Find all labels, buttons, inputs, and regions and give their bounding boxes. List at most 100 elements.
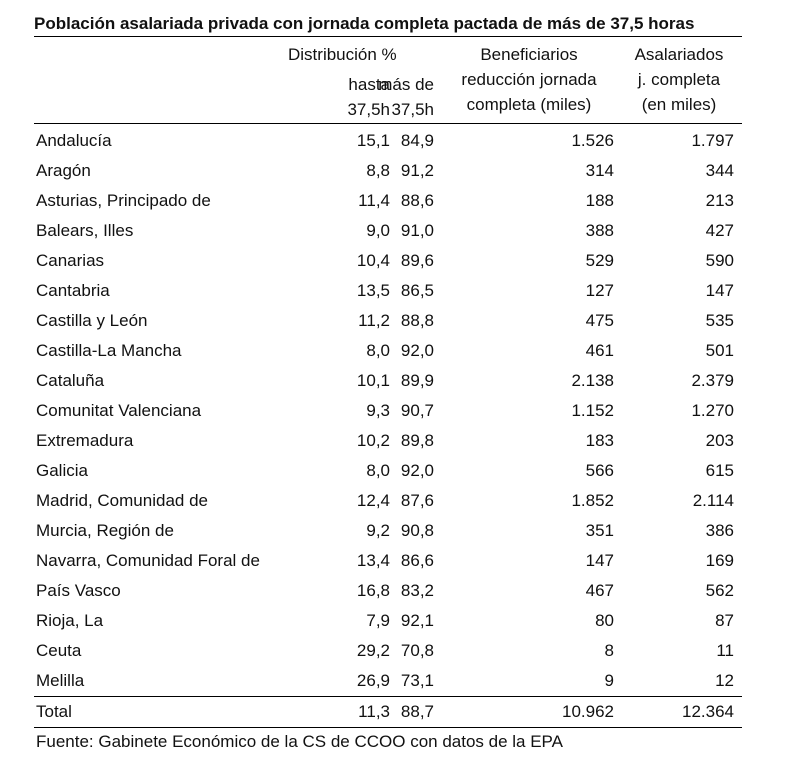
region-cell: País Vasco xyxy=(36,581,121,600)
table-row: Aragón 8,8 91,2 314 344 xyxy=(34,156,742,186)
mas-cell: 86,6 xyxy=(400,551,434,570)
region-cell: Castilla y León xyxy=(36,311,148,330)
beneficiarios-cell: 188 xyxy=(585,191,614,210)
mas-cell: 84,9 xyxy=(400,131,434,150)
mas-cell: 70,8 xyxy=(400,641,434,660)
asalariados-cell: 2.379 xyxy=(691,371,734,390)
asalariados-cell: 11 xyxy=(716,641,734,660)
header-mas-line2: 37,5h xyxy=(391,100,434,119)
hasta-cell: 9,3 xyxy=(366,401,390,420)
header-asalariados-line2: j. completa xyxy=(637,70,721,89)
asalariados-cell: 590 xyxy=(705,251,734,270)
beneficiarios-cell: 183 xyxy=(585,431,614,450)
beneficiarios-cell: 2.138 xyxy=(571,371,614,390)
hasta-cell: 9,2 xyxy=(366,521,390,540)
mas-cell: 89,6 xyxy=(400,251,434,270)
header-asalariados-line3: (en miles) xyxy=(641,95,717,114)
mas-cell: 92,0 xyxy=(400,341,434,360)
table-header: Distribución % hasta 37,5h más de 37,5h … xyxy=(34,40,742,124)
region-cell: Madrid, Comunidad de xyxy=(36,491,208,510)
table-row: Murcia, Región de 9,2 90,8 351 386 xyxy=(34,516,742,546)
beneficiarios-cell: 80 xyxy=(595,611,614,630)
table-body: Andalucía 15,1 84,9 1.526 1.797 Aragón 8,8 91,2… xyxy=(34,126,742,728)
region-cell: Comunitat Valenciana xyxy=(36,401,202,420)
mas-cell: 89,8 xyxy=(400,431,434,450)
region-cell: Rioja, La xyxy=(36,611,104,630)
beneficiarios-cell: 8 xyxy=(604,641,614,660)
hasta-cell: 11,4 xyxy=(358,191,390,210)
beneficiarios-cell: 467 xyxy=(585,581,614,600)
beneficiarios-cell: 461 xyxy=(585,341,614,360)
region-cell: Melilla xyxy=(36,671,85,690)
beneficiarios-cell: 1.152 xyxy=(571,401,614,420)
beneficiarios-cell: 1.852 xyxy=(571,491,614,510)
region-cell: Andalucía xyxy=(36,131,112,150)
asalariados-cell: 12.364 xyxy=(682,702,734,721)
table-row: Rioja, La 7,9 92,1 80 87 xyxy=(34,606,742,636)
region-cell: Asturias, Principado de xyxy=(36,191,211,210)
header-hasta-line1: hasta xyxy=(348,75,390,94)
table-row: Cantabria 13,5 86,5 127 147 xyxy=(34,276,742,306)
table-row: Comunitat Valenciana 9,3 90,7 1.152 1.270 xyxy=(34,396,742,426)
header-asalariados-line1: Asalariados xyxy=(634,45,724,64)
table-row: Melilla 26,9 73,1 9 12 xyxy=(34,666,742,696)
header-mas-line1: más de xyxy=(378,75,434,94)
mas-cell: 91,0 xyxy=(400,221,434,240)
asalariados-cell: 562 xyxy=(705,581,734,600)
source-note: Fuente: Gabinete Económico de la CS de C… xyxy=(36,732,563,751)
beneficiarios-cell: 475 xyxy=(585,311,614,330)
hasta-cell: 13,4 xyxy=(356,551,390,570)
header-beneficiarios-line3: completa (miles) xyxy=(466,95,592,114)
mas-cell: 88,6 xyxy=(400,191,434,210)
region-cell: Balears, Illes xyxy=(36,221,134,240)
asalariados-cell: 344 xyxy=(705,161,734,180)
region-cell: Ceuta xyxy=(36,641,82,660)
table-row: Cataluña 10,1 89,9 2.138 2.379 xyxy=(34,366,742,396)
table-row: Castilla y León 11,2 88,8 475 535 xyxy=(34,306,742,336)
hasta-cell: 9,0 xyxy=(366,221,390,240)
mas-cell: 87,6 xyxy=(400,491,434,510)
table-row: País Vasco 16,8 83,2 467 562 xyxy=(34,576,742,606)
header-beneficiarios-line1: Beneficiarios xyxy=(480,45,578,64)
mas-cell: 89,9 xyxy=(400,371,434,390)
table-title: Población asalariada privada con jornada… xyxy=(34,12,742,37)
region-cell: Murcia, Región de xyxy=(36,521,174,540)
region-cell: Cataluña xyxy=(36,371,105,390)
region-cell: Navarra, Comunidad Foral de xyxy=(36,551,260,570)
asalariados-cell: 427 xyxy=(705,221,734,240)
beneficiarios-cell: 147 xyxy=(585,551,614,570)
table-row: Balears, Illes 9,0 91,0 388 427 xyxy=(34,216,742,246)
asalariados-cell: 203 xyxy=(705,431,734,450)
region-cell: Extremadura xyxy=(36,431,134,450)
region-cell: Castilla-La Mancha xyxy=(36,341,182,360)
asalariados-cell: 1.797 xyxy=(691,131,734,150)
beneficiarios-cell: 314 xyxy=(585,161,614,180)
mas-cell: 91,2 xyxy=(400,161,434,180)
mas-cell: 92,0 xyxy=(400,461,434,480)
mas-cell: 88,8 xyxy=(400,311,434,330)
mas-cell: 90,7 xyxy=(400,401,434,420)
mas-cell: 73,1 xyxy=(400,671,434,690)
beneficiarios-cell: 1.526 xyxy=(571,131,614,150)
beneficiarios-cell: 10.962 xyxy=(562,702,614,721)
beneficiarios-cell: 127 xyxy=(585,281,614,300)
hasta-cell: 8,0 xyxy=(366,341,390,360)
table-row: Castilla-La Mancha 8,0 92,0 461 501 xyxy=(34,336,742,366)
region-cell: Aragón xyxy=(36,161,91,180)
hasta-cell: 8,0 xyxy=(366,461,390,480)
hasta-cell: 10,4 xyxy=(356,251,390,270)
asalariados-cell: 213 xyxy=(705,191,734,210)
region-cell: Galicia xyxy=(36,461,88,480)
beneficiarios-cell: 351 xyxy=(585,521,614,540)
asalariados-cell: 386 xyxy=(705,521,734,540)
hasta-cell: 15,1 xyxy=(356,131,390,150)
hasta-cell: 12,4 xyxy=(356,491,390,510)
hasta-cell: 29,2 xyxy=(356,641,390,660)
hasta-cell: 10,1 xyxy=(356,371,390,390)
asalariados-cell: 535 xyxy=(705,311,734,330)
table-row: Ceuta 29,2 70,8 8 11 xyxy=(34,636,742,666)
asalariados-cell: 147 xyxy=(705,281,734,300)
table-row: Galicia 8,0 92,0 566 615 xyxy=(34,456,742,486)
hasta-cell: 16,8 xyxy=(356,581,390,600)
